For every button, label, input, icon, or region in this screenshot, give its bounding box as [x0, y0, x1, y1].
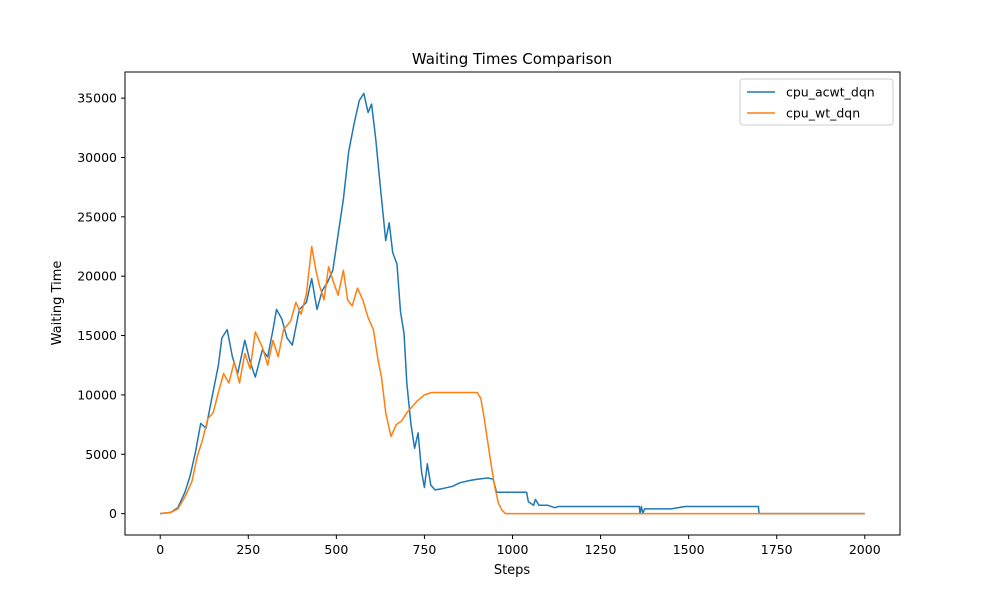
x-axis-label: Steps — [494, 563, 531, 578]
y-tick-label: 30000 — [77, 150, 117, 165]
y-tick-label: 25000 — [77, 209, 117, 224]
x-tick-label: 1500 — [673, 542, 705, 557]
x-tick-label: 250 — [236, 542, 260, 557]
x-tick-label: 750 — [413, 542, 437, 557]
x-axis-ticks: 0 250 500 750 1000 1250 1500 1750 2000 — [156, 535, 881, 557]
y-tick-label: 5000 — [85, 447, 117, 462]
legend: cpu_acwt_dqn cpu_wt_dqn — [739, 78, 894, 126]
y-tick-label: 10000 — [77, 387, 117, 402]
legend-label-cpu_acwt_dqn: cpu_acwt_dqn — [786, 85, 875, 100]
y-tick-label: 20000 — [77, 269, 117, 284]
x-tick-label: 1250 — [585, 542, 617, 557]
series-line-cpu_acwt_dqn — [160, 92, 865, 515]
x-tick-label: 2000 — [849, 542, 881, 557]
y-axis-ticks: 0 5000 10000 15000 20000 25000 30000 35000 — [77, 91, 125, 521]
x-tick-label: 0 — [156, 542, 164, 557]
plot-area-frame — [124, 71, 901, 536]
x-tick-label: 1750 — [761, 542, 793, 557]
legend-box — [739, 78, 894, 126]
y-tick-label: 35000 — [77, 91, 117, 106]
legend-label-cpu_wt_dqn: cpu_wt_dqn — [786, 106, 860, 121]
y-axis-label: Waiting Time — [50, 261, 65, 346]
y-tick-label: 15000 — [77, 328, 117, 343]
series-line-cpu_wt_dqn — [160, 245, 865, 515]
x-tick-label: 500 — [324, 542, 348, 557]
chart-title: Waiting Times Comparison — [412, 50, 612, 68]
plot-lines — [160, 92, 865, 515]
y-tick-label: 0 — [109, 506, 117, 521]
x-tick-label: 1000 — [497, 542, 529, 557]
